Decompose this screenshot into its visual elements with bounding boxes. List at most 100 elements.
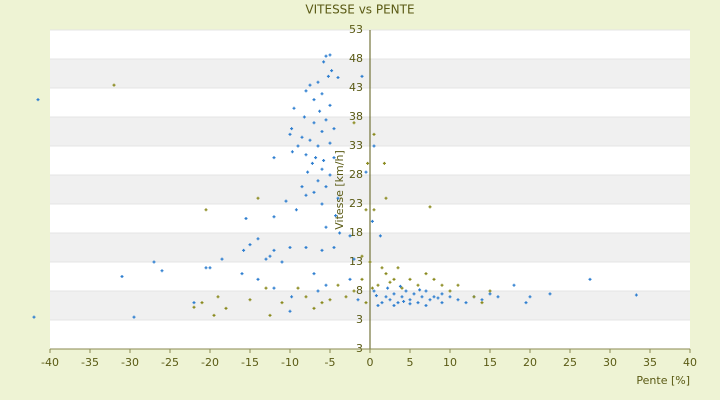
x-tick-label: 0 <box>367 356 374 369</box>
x-axis-title: Pente [%] <box>636 374 690 387</box>
point <box>332 156 336 160</box>
point <box>268 254 272 258</box>
point <box>368 260 372 264</box>
point <box>408 298 412 302</box>
point <box>380 301 384 305</box>
point <box>372 208 376 212</box>
point <box>384 295 388 299</box>
point <box>192 305 196 309</box>
point <box>336 196 340 200</box>
point <box>448 295 452 299</box>
point <box>372 144 376 148</box>
point <box>402 299 406 303</box>
point <box>512 283 516 287</box>
point <box>256 277 260 281</box>
point <box>304 89 308 93</box>
y-tick-label: 28 <box>349 168 363 181</box>
point <box>336 283 340 287</box>
point <box>296 144 300 148</box>
point <box>294 208 298 212</box>
point <box>412 292 416 296</box>
point <box>424 304 428 307</box>
point <box>524 301 528 305</box>
point <box>488 289 492 293</box>
point <box>386 286 390 290</box>
point <box>328 53 332 57</box>
point <box>338 231 342 235</box>
point <box>436 296 440 300</box>
point <box>332 127 336 131</box>
point <box>366 161 370 165</box>
point <box>330 69 334 73</box>
point <box>420 295 424 299</box>
point <box>304 295 308 299</box>
point <box>372 132 376 136</box>
point <box>256 196 260 200</box>
point <box>328 298 332 302</box>
point <box>290 127 294 131</box>
point <box>216 295 220 299</box>
point <box>304 246 308 249</box>
point <box>306 170 310 174</box>
point <box>408 302 412 306</box>
point <box>284 199 288 203</box>
point <box>456 298 460 302</box>
point <box>370 286 374 290</box>
point <box>320 202 324 206</box>
point <box>324 283 328 287</box>
point <box>304 193 308 197</box>
point <box>416 301 420 305</box>
point <box>376 283 380 287</box>
point <box>396 301 400 305</box>
point <box>472 295 476 299</box>
point <box>352 289 356 293</box>
y-tick-label: 48 <box>349 52 363 65</box>
point <box>360 254 364 258</box>
point <box>480 301 484 305</box>
point <box>320 167 324 171</box>
point <box>268 313 272 317</box>
point <box>388 298 392 302</box>
point <box>378 234 382 238</box>
point <box>528 295 532 299</box>
point <box>248 243 252 247</box>
point <box>160 269 164 273</box>
y-tick-label: 8 <box>356 284 363 297</box>
point <box>316 179 320 183</box>
point <box>364 208 368 212</box>
point <box>392 292 396 296</box>
point <box>316 289 320 293</box>
point <box>320 92 324 96</box>
point <box>372 289 376 293</box>
point <box>428 298 432 302</box>
point <box>272 286 276 290</box>
x-tick-label: -5 <box>325 356 336 369</box>
point <box>292 106 296 110</box>
point <box>352 121 356 125</box>
point <box>360 74 364 78</box>
point <box>256 237 260 241</box>
point <box>320 301 324 305</box>
point <box>424 272 428 276</box>
x-tick-label: -25 <box>161 356 179 369</box>
x-tick-label: -10 <box>281 356 299 369</box>
x-tick-label: -20 <box>201 356 219 369</box>
point <box>152 260 156 264</box>
point <box>204 266 208 270</box>
point <box>308 83 312 87</box>
point <box>428 205 432 209</box>
point <box>320 130 324 133</box>
point <box>348 234 352 238</box>
point <box>312 272 316 276</box>
point <box>132 315 136 319</box>
point <box>324 118 328 122</box>
point <box>316 80 320 84</box>
point <box>432 295 436 299</box>
x-tick-label: 25 <box>563 356 577 369</box>
point <box>374 294 378 298</box>
point <box>302 115 306 119</box>
point <box>244 217 248 220</box>
point <box>344 295 348 299</box>
y-tick-label: 43 <box>349 81 363 94</box>
